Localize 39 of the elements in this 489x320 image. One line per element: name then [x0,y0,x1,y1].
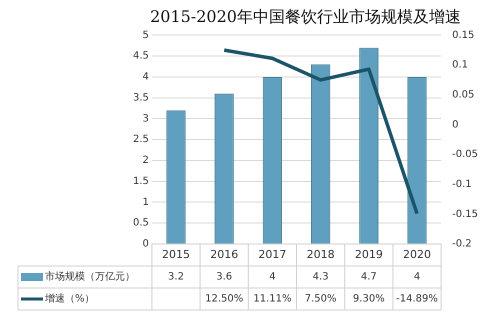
x-tick-label: 2020 [403,248,432,261]
y-tick-label: 1 [142,196,149,208]
y2-tick-label: 0.1 [452,60,468,71]
data-label: -14.89% [396,294,438,305]
y-tick-label: 0.5 [132,218,149,229]
data-label: 7.50% [304,294,337,305]
chart-title: 2015-2020年中国餐饮行业市场规模及增速 [150,6,461,26]
data-label: 4 [414,272,420,283]
x-tick-label: 2017 [258,248,286,261]
data-label: 3.2 [168,272,184,283]
y-tick-label: 2.5 [132,134,149,146]
y-tick-label: 3.5 [132,92,149,104]
y2-tick-label: 0 [452,119,458,130]
y2-tick-label: 0.05 [452,89,474,100]
y2-tick-label: -0.15 [452,208,478,220]
data-label: 3.6 [216,272,232,283]
y2-tick-label: -0.1 [452,178,472,190]
data-label: 12.50% [205,294,244,305]
y-tick-label: 2 [142,155,149,166]
legend-label: 增速（%） [44,292,95,305]
x-tick-label: 2015 [162,248,190,261]
data-label: 4.3 [312,272,329,283]
x-tick-label: 2018 [306,248,335,261]
y2-tick-label: -0.2 [452,238,472,250]
y-tick-label: 5 [142,30,149,41]
y-tick-label: 0 [142,238,149,250]
y2-tick-label: -0.05 [452,149,478,160]
legend-label: 市场规模（万亿元） [45,270,135,283]
data-label: 9.30% [352,294,385,305]
data-label: 11.11% [253,294,292,305]
y-tick-label: 1.5 [132,176,149,187]
data-label: 4 [269,272,276,283]
y-tick-label: 3 [142,113,149,124]
y-tick-label: 4 [142,72,149,83]
x-tick-label: 2019 [354,248,383,261]
data-label: 4.7 [360,272,377,283]
x-tick-label: 2016 [210,248,238,261]
y-tick-label: 4.5 [132,50,149,62]
y2-tick-label: 0.15 [452,30,474,41]
